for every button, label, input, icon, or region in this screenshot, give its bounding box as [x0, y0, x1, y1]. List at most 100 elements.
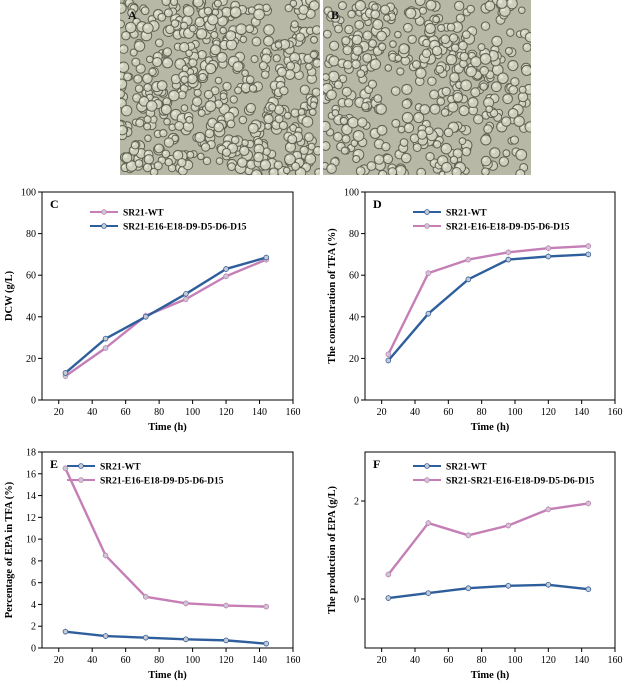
cell-highlight [407, 9, 411, 14]
y-tick-label: 10 [26, 535, 36, 546]
cell-highlight [306, 64, 310, 67]
cell-highlight [520, 87, 523, 90]
x-axis-label: Time (h) [148, 670, 187, 681]
cell-highlight [316, 169, 319, 173]
cell-highlight [265, 37, 269, 42]
cell-highlight [186, 51, 190, 54]
data-point [465, 276, 472, 283]
cell-highlight [182, 105, 185, 109]
cell-highlight [129, 10, 132, 14]
x-tick-label: 140 [252, 407, 267, 418]
data-point [62, 370, 69, 376]
cell-highlight [356, 21, 360, 26]
x-tick-label: 120 [541, 407, 556, 418]
cell-highlight [442, 109, 446, 113]
cell-highlight [166, 159, 169, 163]
cell-highlight [180, 72, 184, 77]
cell-highlight [136, 86, 140, 89]
cell-highlight [390, 41, 394, 45]
cell-highlight [200, 9, 204, 14]
cell-highlight [418, 169, 422, 173]
cell-highlight [204, 17, 208, 20]
cell-highlight [170, 125, 173, 128]
cell-highlight [232, 137, 236, 141]
cell-highlight [307, 28, 311, 31]
cell-highlight [349, 119, 354, 123]
cell-highlight [120, 91, 121, 94]
cell-highlight [426, 25, 431, 29]
cell-highlight [127, 24, 131, 28]
legend-marker [424, 223, 430, 229]
cell-highlight [204, 158, 208, 162]
cell-highlight [120, 80, 122, 85]
cell-highlight [492, 47, 496, 50]
cell-highlight [255, 146, 260, 150]
cell-highlight [120, 73, 122, 78]
cell-highlight [255, 10, 260, 15]
cell-highlight [438, 25, 442, 29]
cell-highlight [525, 86, 530, 90]
cell-highlight [427, 153, 431, 157]
cell-highlight [479, 44, 482, 48]
x-tick-label: 160 [608, 407, 623, 418]
cell-highlight [120, 63, 124, 68]
cell-highlight [451, 74, 455, 78]
cell-highlight [431, 160, 435, 164]
cell [414, 0, 426, 7]
cell-highlight [190, 26, 194, 29]
cell-highlight [469, 99, 474, 103]
cell-highlight [481, 84, 484, 87]
cell-highlight [213, 10, 216, 13]
cell-highlight [491, 149, 496, 154]
cell-highlight [375, 156, 380, 160]
x-tick-label: 160 [286, 407, 301, 418]
cell-highlight [242, 71, 246, 74]
cell-highlight [181, 44, 185, 48]
cell-highlight [301, 86, 306, 91]
cell-highlight [454, 150, 458, 154]
cell-highlight [498, 123, 502, 128]
cell-highlight [306, 155, 311, 160]
cell-highlight [456, 2, 460, 7]
cell-highlight [448, 24, 452, 28]
data-point [545, 581, 552, 588]
cell-highlight [486, 2, 491, 7]
cell-highlight [164, 119, 168, 122]
x-tick-label: 40 [410, 407, 420, 418]
cell-highlight [452, 45, 456, 48]
cell-highlight [292, 110, 296, 114]
cell-highlight [323, 74, 327, 78]
cell-highlight [494, 0, 497, 1]
cell-highlight [358, 71, 362, 74]
cell-highlight [150, 117, 154, 120]
cell-highlight [517, 151, 522, 156]
legend-marker [101, 209, 107, 215]
cell-highlight [376, 140, 380, 145]
chart-e: 20 40 60 80 100 120 140 160 0 2 4 6 8 10 12 14 16 18 Time … [4, 448, 301, 682]
cell-highlight [424, 40, 427, 44]
data-point [263, 603, 270, 610]
cell-highlight [181, 85, 185, 89]
series-line [387, 502, 589, 576]
cell-highlight [269, 105, 273, 108]
cell-highlight [335, 82, 339, 86]
cell-highlight [274, 55, 277, 59]
cell-highlight [306, 134, 310, 138]
cell-highlight [344, 47, 348, 51]
cell-highlight [209, 16, 214, 21]
cell-highlight [375, 95, 379, 99]
cell-highlight [512, 79, 516, 83]
data-point [263, 254, 270, 261]
data-point [263, 640, 270, 647]
cell-highlight [482, 169, 486, 172]
cell-highlight [483, 112, 487, 116]
legend-marker [424, 209, 430, 215]
cell-highlight [423, 121, 427, 125]
y-tick-label: 2 [354, 497, 359, 508]
cell-highlight [370, 40, 373, 44]
cell-highlight [131, 5, 135, 9]
y-tick-label: 6 [31, 578, 36, 589]
y-axis-label: The concentration of TFA (%) [327, 228, 338, 364]
cell-highlight [453, 169, 457, 173]
cell-highlight [160, 130, 164, 134]
